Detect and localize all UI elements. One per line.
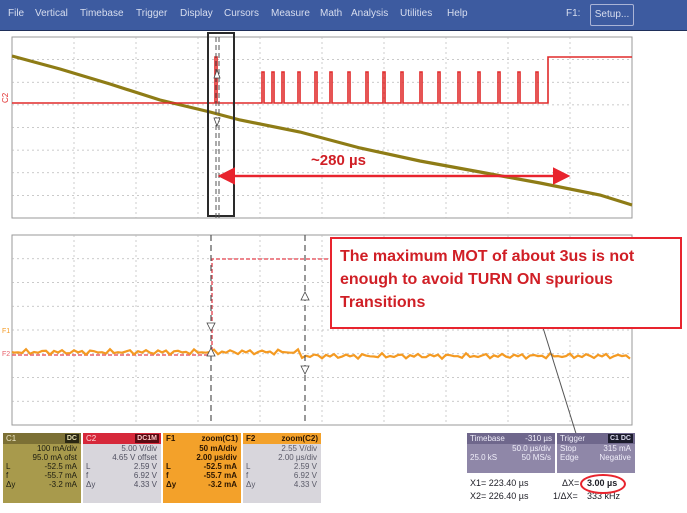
timebase-delay: -310 µs <box>525 434 552 443</box>
c1-cursor-2: -55.7 mA <box>44 471 77 480</box>
f2-row-key: L <box>246 462 251 471</box>
f1-scale: 50 mA/div <box>199 444 237 453</box>
callout-line-1: The maximum MOT of about 3us is not <box>340 248 635 265</box>
trigger-type: Edge <box>560 453 579 462</box>
c2-trace-marker: C2 <box>1 92 10 103</box>
c2-row-key: L <box>86 462 91 471</box>
zoom-window <box>207 32 235 217</box>
f2-function-tag: zoom(C2) <box>281 434 318 443</box>
callout-box: The maximum MOT of about 3us is not enou… <box>330 237 682 329</box>
menu-vertical[interactable]: Vertical <box>35 8 68 19</box>
f1-cursor-2: -55.7 mA <box>203 471 237 480</box>
inverse-delta-x-label: 1/ΔX= <box>553 491 578 501</box>
setup-button[interactable]: Setup... <box>590 4 634 26</box>
f2-delta: 4.33 V <box>293 480 317 489</box>
c1-offset: 95.0 mA ofst <box>32 453 77 462</box>
cursor-x1-readout: X1= 223.40 µs <box>470 478 529 488</box>
c1-cursor-1: -52.5 mA <box>44 462 77 471</box>
timebase-samples: 25.0 kS <box>470 453 498 462</box>
c1-coupling-tag: DC <box>64 434 79 443</box>
c1-row-key: Δy <box>6 480 16 489</box>
f2-cursor-2: 6.92 V <box>293 471 317 480</box>
f1-delta: -3.2 mA <box>208 480 237 489</box>
c1-delta: -3.2 mA <box>48 480 77 489</box>
timebase-panel[interactable]: Timebase -310 µs 50.0 µs/div 25.0 kS 50 MS… <box>467 433 555 473</box>
f1-trace-marker: F1 <box>2 328 10 335</box>
c2-delta: 4.33 V <box>133 480 157 489</box>
callout-line-2: enough to avoid TURN ON spurious <box>340 271 613 288</box>
c2-row-key: f <box>86 471 89 480</box>
menu-math[interactable]: Math <box>320 8 343 19</box>
f2-panel-name: F2 <box>246 434 256 443</box>
f1-row-key: Δy <box>166 480 177 489</box>
menu-file[interactable]: File <box>8 8 25 19</box>
f2-cursor-1: 2.59 V <box>293 462 317 471</box>
c1-row-key: L <box>6 462 11 471</box>
f1-hint: F1: <box>566 8 581 19</box>
c2-coupling-tag: DC1M <box>135 434 159 443</box>
c2-offset: 4.65 V offset <box>112 453 157 462</box>
trigger-panel[interactable]: Trigger C1 DC Stop 315 mA Edge Negative <box>557 433 635 473</box>
upper-grid <box>11 36 633 219</box>
f2-scale: 2.55 V/div <box>281 444 317 453</box>
menu-analysis[interactable]: Analysis <box>351 8 389 19</box>
duration-label: ~280 µs <box>311 152 366 169</box>
callout-line-3: Transitions <box>340 294 426 311</box>
c1-panel-name: C1 <box>6 434 17 443</box>
c2-panel-name: C2 <box>86 434 97 443</box>
timebase-sample-rate: 50 MS/s <box>521 453 551 462</box>
menu-help[interactable]: Help <box>447 8 468 19</box>
f2-row-key: f <box>246 471 249 480</box>
c2-row-key: Δy <box>86 480 96 489</box>
f1-cursor-1: -52.5 mA <box>203 462 237 471</box>
cursor-x2-readout: X2= 226.40 µs <box>470 491 529 501</box>
f1-zoom-current-trace <box>11 347 631 361</box>
delta-x-label: ΔX= <box>562 478 580 488</box>
delta-x-highlight-ellipse <box>580 474 626 494</box>
trigger-source-tag: C1 DC <box>607 434 633 443</box>
f2-trace-marker: F2 <box>2 351 10 358</box>
c2-scale: 5.00 V/div <box>121 444 157 453</box>
timebase-panel-name: Timebase <box>470 434 505 443</box>
menu-trigger[interactable]: Trigger <box>136 8 168 19</box>
menu-measure[interactable]: Measure <box>271 8 310 19</box>
trigger-mode: Stop <box>560 444 577 453</box>
c1-channel-panel[interactable]: C1 DC 100 mA/div 95.0 mA ofst L -52.5 mA f… <box>3 433 81 503</box>
f2-math-panel[interactable]: F2 zoom(C2) 2.55 V/div 2.00 µs/div L 2.59 … <box>243 433 321 503</box>
menu-utilities[interactable]: Utilities <box>400 8 433 19</box>
c2-cursor-2: 6.92 V <box>133 471 157 480</box>
menu-bar: File Vertical Timebase Trigger Display C… <box>0 0 687 31</box>
scope-display: C2 ~280 µs F1 F2 <box>1 32 633 433</box>
f1-math-panel[interactable]: F1 zoom(C1) 50 mA/div 2.00 µs/div L -52.5 … <box>163 433 241 503</box>
f1-row-key: L <box>166 462 171 471</box>
callout-pointer <box>539 317 577 433</box>
trigger-slope: Negative <box>599 453 631 462</box>
f1-timebase: 2.00 µs/div <box>196 453 237 462</box>
f2-timebase: 2.00 µs/div <box>278 453 317 462</box>
f2-row-key: Δy <box>246 480 256 489</box>
f1-function-tag: zoom(C1) <box>201 434 238 443</box>
timebase-scale: 50.0 µs/div <box>512 444 551 453</box>
inverse-delta-x-value: 333 kHz <box>587 491 621 501</box>
c1-scale: 100 mA/div <box>36 444 77 453</box>
f1-row-key: f <box>166 471 169 480</box>
c2-channel-panel[interactable]: C2 DC1M 5.00 V/div 4.65 V offset L 2.59 V … <box>83 433 161 503</box>
c2-cursor-1: 2.59 V <box>133 462 157 471</box>
trigger-panel-name: Trigger <box>560 434 586 443</box>
f1-panel-name: F1 <box>166 434 176 443</box>
menu-timebase[interactable]: Timebase <box>80 8 124 19</box>
menu-display[interactable]: Display <box>180 8 213 19</box>
c1-row-key: f <box>6 471 9 480</box>
menu-cursors[interactable]: Cursors <box>224 8 260 19</box>
c2-voltage-trace <box>12 56 632 104</box>
c1-current-trace <box>11 54 633 207</box>
trigger-level: 315 mA <box>603 444 631 453</box>
